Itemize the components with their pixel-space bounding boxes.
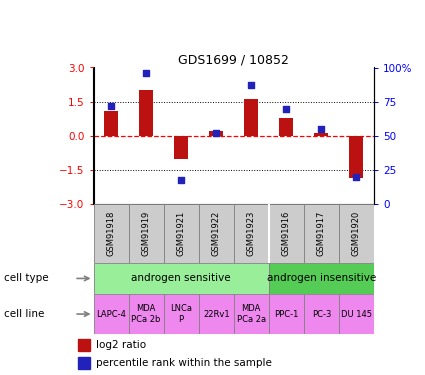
- Text: LNCa
P: LNCa P: [170, 304, 192, 324]
- Bar: [349, 136, 363, 178]
- Point: [353, 174, 360, 180]
- Text: MDA
PCa 2b: MDA PCa 2b: [131, 304, 161, 324]
- Point: [143, 70, 150, 76]
- Bar: [244, 99, 258, 136]
- Bar: [269, 262, 374, 294]
- Point: [213, 130, 220, 136]
- Point: [318, 126, 325, 132]
- Text: GSM91917: GSM91917: [317, 211, 326, 256]
- Bar: [304, 294, 339, 334]
- Bar: [174, 136, 188, 159]
- Point: [178, 177, 184, 183]
- Bar: [128, 204, 164, 262]
- Title: GDS1699 / 10852: GDS1699 / 10852: [178, 53, 289, 66]
- Point: [248, 82, 255, 88]
- Bar: [209, 131, 223, 136]
- Bar: [128, 294, 164, 334]
- Bar: [339, 204, 374, 262]
- Bar: [279, 118, 293, 136]
- Text: cell type: cell type: [4, 273, 49, 284]
- Text: androgen sensitive: androgen sensitive: [131, 273, 231, 284]
- Bar: [269, 294, 304, 334]
- Bar: [94, 204, 128, 262]
- Text: GSM91916: GSM91916: [282, 211, 291, 256]
- Bar: [269, 204, 304, 262]
- Text: GSM91920: GSM91920: [352, 211, 361, 256]
- Bar: [164, 294, 198, 334]
- Bar: [78, 339, 91, 351]
- Bar: [198, 204, 234, 262]
- Text: GSM91923: GSM91923: [247, 211, 256, 256]
- Text: percentile rank within the sample: percentile rank within the sample: [96, 358, 272, 368]
- Bar: [234, 294, 269, 334]
- Bar: [234, 204, 269, 262]
- Text: androgen insensitive: androgen insensitive: [267, 273, 376, 284]
- Text: DU 145: DU 145: [341, 310, 372, 319]
- Text: LAPC-4: LAPC-4: [96, 310, 126, 319]
- Text: cell line: cell line: [4, 309, 45, 319]
- Text: GSM91919: GSM91919: [142, 211, 150, 256]
- Bar: [268, 204, 269, 262]
- Text: PC-3: PC-3: [312, 310, 331, 319]
- Bar: [94, 294, 128, 334]
- Bar: [314, 132, 329, 136]
- Bar: [198, 294, 234, 334]
- Text: PPC-1: PPC-1: [274, 310, 298, 319]
- Bar: [304, 204, 339, 262]
- Bar: [78, 357, 91, 369]
- Bar: [164, 204, 198, 262]
- Text: GSM91921: GSM91921: [177, 211, 186, 256]
- Text: GSM91922: GSM91922: [212, 211, 221, 256]
- Text: log2 ratio: log2 ratio: [96, 340, 147, 350]
- Text: GSM91918: GSM91918: [107, 211, 116, 256]
- Bar: [94, 262, 269, 294]
- Point: [108, 103, 114, 109]
- Bar: [139, 90, 153, 136]
- Point: [283, 106, 290, 112]
- Text: MDA
PCa 2a: MDA PCa 2a: [237, 304, 266, 324]
- Bar: [104, 111, 118, 136]
- Bar: [339, 294, 374, 334]
- Text: 22Rv1: 22Rv1: [203, 310, 230, 319]
